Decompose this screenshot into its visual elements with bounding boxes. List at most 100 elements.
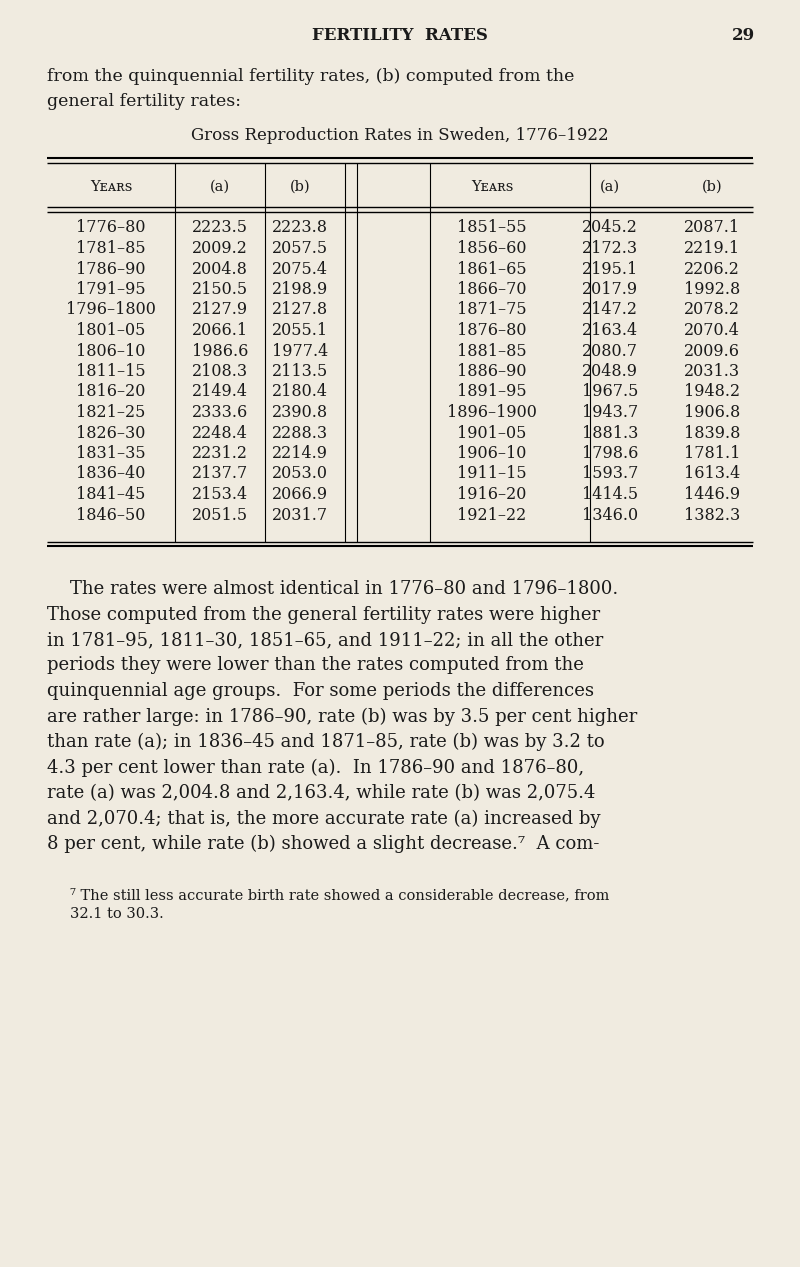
Text: 2172.3: 2172.3 — [582, 239, 638, 257]
Text: 2066.1: 2066.1 — [192, 322, 248, 340]
Text: 2223.8: 2223.8 — [272, 219, 328, 237]
Text: 2223.5: 2223.5 — [192, 219, 248, 237]
Text: 2147.2: 2147.2 — [582, 302, 638, 318]
Text: 1791–95: 1791–95 — [76, 281, 146, 298]
Text: 2206.2: 2206.2 — [684, 261, 740, 277]
Text: 1881.3: 1881.3 — [582, 424, 638, 441]
Text: ⁷ The still less accurate birth rate showed a considerable decrease, from: ⁷ The still less accurate birth rate sho… — [70, 888, 610, 902]
Text: general fertility rates:: general fertility rates: — [47, 92, 241, 110]
Text: 1811–15: 1811–15 — [76, 364, 146, 380]
Text: 1986.6: 1986.6 — [192, 342, 248, 360]
Text: 1839.8: 1839.8 — [684, 424, 740, 441]
Text: 1841–45: 1841–45 — [76, 487, 146, 503]
Text: 1593.7: 1593.7 — [582, 465, 638, 483]
Text: 1916–20: 1916–20 — [458, 487, 526, 503]
Text: 1414.5: 1414.5 — [582, 487, 638, 503]
Text: than rate (a); in 1836–45 and 1871–85, rate (b) was by 3.2 to: than rate (a); in 1836–45 and 1871–85, r… — [47, 734, 605, 751]
Text: 1861–65: 1861–65 — [457, 261, 527, 277]
Text: 2214.9: 2214.9 — [272, 445, 328, 462]
Text: 2031.3: 2031.3 — [684, 364, 740, 380]
Text: 1871–75: 1871–75 — [457, 302, 527, 318]
Text: 1906.8: 1906.8 — [684, 404, 740, 421]
Text: 1801–05: 1801–05 — [76, 322, 146, 340]
Text: FERTILITY  RATES: FERTILITY RATES — [312, 27, 488, 43]
Text: 1866–70: 1866–70 — [458, 281, 526, 298]
Text: 32.1 to 30.3.: 32.1 to 30.3. — [70, 906, 164, 921]
Text: 2180.4: 2180.4 — [272, 384, 328, 400]
Text: 1786–90: 1786–90 — [76, 261, 146, 277]
Text: (b): (b) — [290, 180, 310, 194]
Text: 2080.7: 2080.7 — [582, 342, 638, 360]
Text: 1346.0: 1346.0 — [582, 507, 638, 523]
Text: 4.3 per cent lower than rate (a).  In 1786–90 and 1876–80,: 4.3 per cent lower than rate (a). In 178… — [47, 759, 584, 777]
Text: 2009.6: 2009.6 — [684, 342, 740, 360]
Text: 2078.2: 2078.2 — [684, 302, 740, 318]
Text: 2113.5: 2113.5 — [272, 364, 328, 380]
Text: 2108.3: 2108.3 — [192, 364, 248, 380]
Text: 1896–1900: 1896–1900 — [447, 404, 537, 421]
Text: 1613.4: 1613.4 — [684, 465, 740, 483]
Text: 2048.9: 2048.9 — [582, 364, 638, 380]
Text: 2333.6: 2333.6 — [192, 404, 248, 421]
Text: 2057.5: 2057.5 — [272, 239, 328, 257]
Text: 2219.1: 2219.1 — [684, 239, 740, 257]
Text: (a): (a) — [210, 180, 230, 194]
Text: and 2,070.4; that is, the more accurate rate (a) increased by: and 2,070.4; that is, the more accurate … — [47, 810, 601, 827]
Text: 1851–55: 1851–55 — [457, 219, 527, 237]
Text: 29: 29 — [732, 27, 755, 43]
Text: 2153.4: 2153.4 — [192, 487, 248, 503]
Text: 2390.8: 2390.8 — [272, 404, 328, 421]
Text: 2031.7: 2031.7 — [272, 507, 328, 523]
Text: 2051.5: 2051.5 — [192, 507, 248, 523]
Text: 1776–80: 1776–80 — [76, 219, 146, 237]
Text: 2017.9: 2017.9 — [582, 281, 638, 298]
Text: 1798.6: 1798.6 — [582, 445, 638, 462]
Text: The rates were almost identical in 1776–80 and 1796–1800.: The rates were almost identical in 1776–… — [47, 580, 618, 598]
Text: 2055.1: 2055.1 — [272, 322, 328, 340]
Text: 1906–10: 1906–10 — [458, 445, 526, 462]
Text: 1826–30: 1826–30 — [76, 424, 146, 441]
Text: (a): (a) — [600, 180, 620, 194]
Text: 2070.4: 2070.4 — [684, 322, 740, 340]
Text: 1856–60: 1856–60 — [458, 239, 526, 257]
Text: 1831–35: 1831–35 — [76, 445, 146, 462]
Text: 1977.4: 1977.4 — [272, 342, 328, 360]
Text: 1891–95: 1891–95 — [457, 384, 527, 400]
Text: 2009.2: 2009.2 — [192, 239, 248, 257]
Text: 2198.9: 2198.9 — [272, 281, 328, 298]
Text: 2137.7: 2137.7 — [192, 465, 248, 483]
Text: 1816–20: 1816–20 — [76, 384, 146, 400]
Text: in 1781–95, 1811–30, 1851–65, and 1911–22; in all the other: in 1781–95, 1811–30, 1851–65, and 1911–2… — [47, 631, 603, 649]
Text: are rather large: in 1786–90, rate (b) was by 3.5 per cent higher: are rather large: in 1786–90, rate (b) w… — [47, 707, 638, 726]
Text: 1382.3: 1382.3 — [684, 507, 740, 523]
Text: 2066.9: 2066.9 — [272, 487, 328, 503]
Text: 2004.8: 2004.8 — [192, 261, 248, 277]
Text: 1836–40: 1836–40 — [76, 465, 146, 483]
Text: rate (a) was 2,004.8 and 2,163.4, while rate (b) was 2,075.4: rate (a) was 2,004.8 and 2,163.4, while … — [47, 784, 595, 802]
Text: 1846–50: 1846–50 — [76, 507, 146, 523]
Text: Yᴇᴀʀѕ: Yᴇᴀʀѕ — [471, 180, 513, 194]
Text: 1781–85: 1781–85 — [76, 239, 146, 257]
Text: 2195.1: 2195.1 — [582, 261, 638, 277]
Text: 2127.8: 2127.8 — [272, 302, 328, 318]
Text: 1446.9: 1446.9 — [684, 487, 740, 503]
Text: 1781.1: 1781.1 — [684, 445, 740, 462]
Text: 2087.1: 2087.1 — [684, 219, 740, 237]
Text: 1948.2: 1948.2 — [684, 384, 740, 400]
Text: 1876–80: 1876–80 — [458, 322, 526, 340]
Text: 2288.3: 2288.3 — [272, 424, 328, 441]
Text: 1992.8: 1992.8 — [684, 281, 740, 298]
Text: 1796–1800: 1796–1800 — [66, 302, 156, 318]
Text: Those computed from the general fertility rates were higher: Those computed from the general fertilit… — [47, 606, 600, 623]
Text: 1886–90: 1886–90 — [458, 364, 526, 380]
Text: 2231.2: 2231.2 — [192, 445, 248, 462]
Text: 2149.4: 2149.4 — [192, 384, 248, 400]
Text: 2163.4: 2163.4 — [582, 322, 638, 340]
Text: 2075.4: 2075.4 — [272, 261, 328, 277]
Text: 2127.9: 2127.9 — [192, 302, 248, 318]
Text: periods they were lower than the rates computed from the: periods they were lower than the rates c… — [47, 656, 584, 674]
Text: (b): (b) — [702, 180, 722, 194]
Text: Gross Reproduction Rates in Sweden, 1776–1922: Gross Reproduction Rates in Sweden, 1776… — [191, 127, 609, 143]
Text: from the quinquennial fertility rates, (b) computed from the: from the quinquennial fertility rates, (… — [47, 68, 574, 85]
Text: 2150.5: 2150.5 — [192, 281, 248, 298]
